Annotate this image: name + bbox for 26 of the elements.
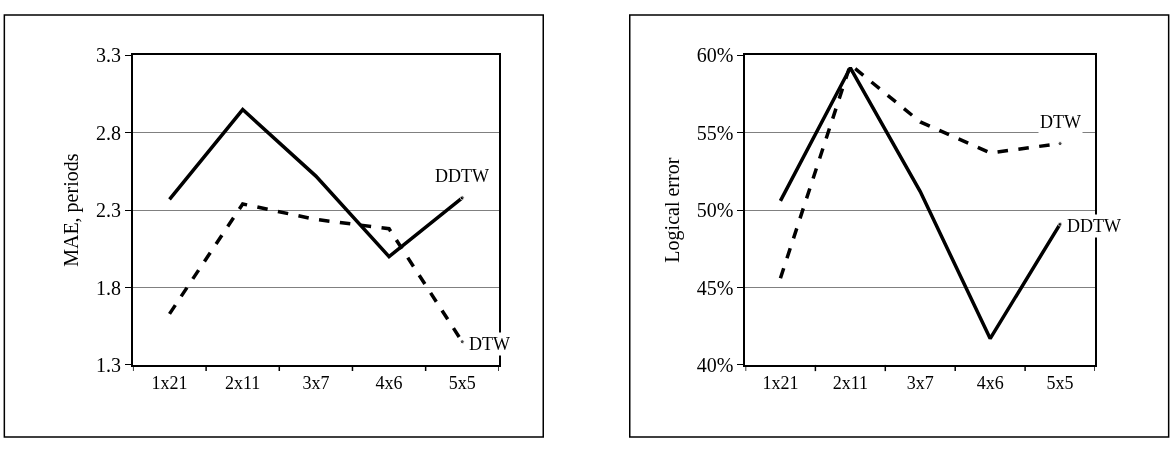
y-tick-label: 60% (696, 44, 734, 67)
x-tick-label: 2x11 (225, 372, 261, 393)
series-label: DTW (469, 334, 510, 354)
x-tick-label: 3x7 (302, 372, 330, 393)
x-tick-label: 5x5 (1046, 372, 1074, 393)
y-tick-label: 50% (696, 199, 734, 222)
x-tick-label: 1x21 (151, 372, 188, 393)
y-axis-title: MAE, periods (59, 153, 83, 267)
y-tick-label: 55% (696, 121, 734, 144)
series-label: DDTW (1067, 216, 1121, 236)
x-tick-label: 4x6 (375, 372, 403, 393)
series-label: DTW (1040, 112, 1081, 132)
y-tick-label: 45% (696, 276, 734, 299)
y-tick-label: 3.3 (95, 44, 121, 67)
y-tick-label: 1.3 (95, 353, 121, 376)
x-tick-label: 4x6 (976, 372, 1004, 393)
y-tick-label: 2.8 (95, 121, 121, 144)
x-tick-label: 3x7 (906, 372, 934, 393)
series-label: DDTW (435, 166, 489, 186)
x-tick-label: 2x11 (832, 372, 869, 393)
x-tick-label: 5x5 (448, 372, 476, 393)
y-tick-label: 1.8 (95, 276, 121, 299)
x-tick-label: 1x21 (762, 372, 799, 393)
y-tick-label: 2.3 (95, 199, 121, 222)
y-tick-label: 40% (696, 353, 734, 376)
y-axis-title: Logical error (660, 157, 684, 263)
